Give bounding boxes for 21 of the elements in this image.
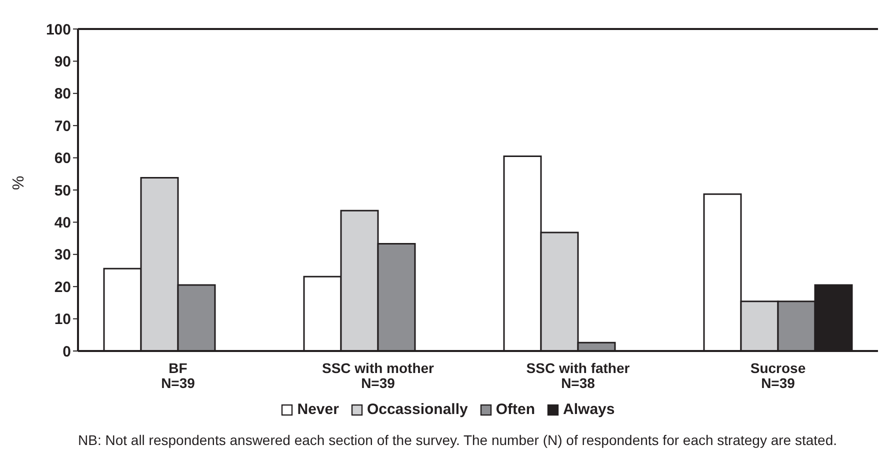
legend-label: Often — [496, 401, 536, 418]
y-tick-label: 40 — [54, 214, 71, 232]
y-tick-label: 90 — [54, 54, 71, 71]
legend-label: Never — [297, 401, 339, 418]
x-tick-label: SSC with father N=38 — [526, 360, 630, 391]
y-tick-label: 50 — [54, 182, 71, 200]
y-tick-label: 10 — [54, 311, 71, 328]
text: NB: Not all respondents answered each section of the survey. The number (N) of respondents for each strategy are stated. — [78, 432, 838, 448]
y-tick-label: 20 — [54, 278, 71, 296]
y-tick-label: 30 — [54, 246, 71, 264]
y-axis-title: % — [10, 176, 28, 190]
y-tick-label: 100 — [46, 21, 71, 38]
x-tick-label: Sucrose N=39 — [750, 360, 806, 391]
x-tick-label: BF N=39 — [161, 360, 196, 391]
legend-label: Occassionally — [366, 401, 468, 418]
y-tick-label: 80 — [54, 86, 71, 103]
y-tick-label: 70 — [54, 118, 71, 135]
y-tick-label: 60 — [54, 150, 71, 168]
x-tick-label: SSC with mother N=39 — [322, 360, 435, 391]
legend-label: Always — [563, 401, 615, 418]
y-tick-label: 0 — [62, 343, 71, 360]
